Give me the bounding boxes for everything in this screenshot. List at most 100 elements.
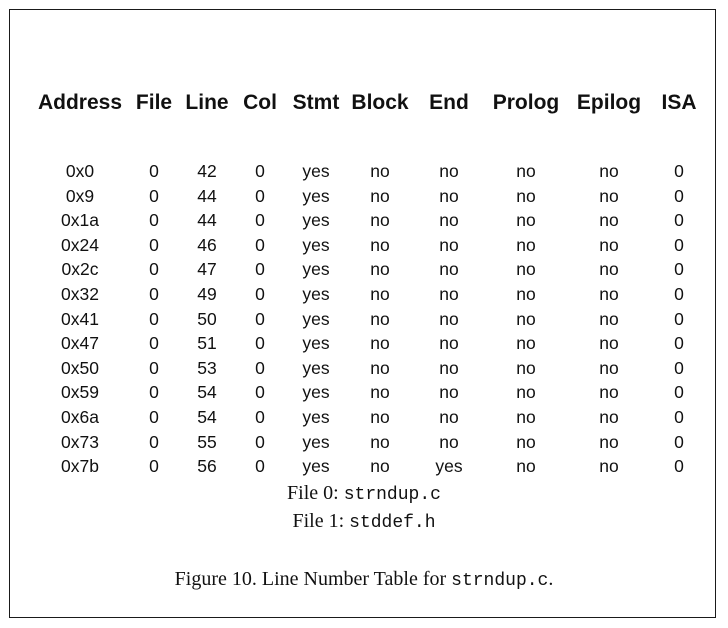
table-row: 0x47 0 51 0 yes no no no no 0 <box>0 331 728 355</box>
table-cell: yes <box>302 259 330 280</box>
table-row: 0x9 0 44 0 yes no no no no 0 <box>0 184 728 208</box>
table-cell: no <box>370 333 390 354</box>
figure-frame <box>9 9 716 618</box>
table-cell: no <box>516 185 536 206</box>
file-1-line: File 1: stddef.h <box>0 510 728 533</box>
table-cell: yes <box>302 234 330 255</box>
table-cell: no <box>439 210 459 231</box>
table-cell: 0x73 <box>61 431 99 452</box>
table-cell: no <box>439 431 459 452</box>
table-cell: no <box>370 259 390 280</box>
table-cell: no <box>599 357 619 378</box>
table-cell: 0x24 <box>61 234 99 255</box>
column-header: Line <box>185 91 229 114</box>
table-cell: yes <box>302 333 330 354</box>
table-cell: no <box>599 210 619 231</box>
table-cell: no <box>370 407 390 427</box>
table-cell: 53 <box>197 357 217 378</box>
table-cell: no <box>370 185 390 206</box>
table-row: 0x24 0 46 0 yes no no no no 0 <box>0 233 728 257</box>
table-cell: 0x47 <box>61 333 99 354</box>
table-cell: 0 <box>255 234 265 255</box>
table-row: 0x59 0 54 0 yes no no no no 0 <box>0 380 728 404</box>
column-header: Stmt <box>292 91 340 114</box>
table-cell: 0 <box>255 161 265 181</box>
table-cell: no <box>516 210 536 231</box>
table-cell: 0 <box>255 259 265 280</box>
table-cell: 0 <box>255 210 265 231</box>
table-cell: no <box>599 185 619 206</box>
table-cell: 0 <box>255 185 265 206</box>
table-cell: 0 <box>149 210 159 231</box>
table-cell: no <box>599 382 619 403</box>
table-cell: 51 <box>197 333 217 354</box>
table-cell: 0 <box>149 284 159 304</box>
table-row: 0x2c 0 47 0 yes no no no no 0 <box>0 257 728 281</box>
table-cell: 0 <box>149 234 159 255</box>
table-cell: 0 <box>674 308 684 329</box>
column-header: File <box>135 91 173 114</box>
table-cell: no <box>439 333 459 354</box>
table-cell: 0x9 <box>65 185 95 206</box>
table-cell: no <box>599 407 619 427</box>
caption-code: strndup.c <box>451 571 549 591</box>
table-row: 0x41 0 50 0 yes no no no no 0 <box>0 307 728 331</box>
table-cell: 0 <box>149 308 159 329</box>
table-cell: 0 <box>255 284 265 304</box>
table-cell: no <box>516 431 536 452</box>
table-row: 0x0 0 42 0 yes no no no no 0 <box>0 159 728 183</box>
table-cell: 54 <box>197 407 217 427</box>
table-cell: 0 <box>674 234 684 255</box>
table-cell: no <box>370 382 390 403</box>
table-cell: 0 <box>674 259 684 280</box>
table-cell: no <box>439 382 459 403</box>
table-cell: 0 <box>674 357 684 378</box>
file-0-line: File 0: strndup.c <box>0 482 728 505</box>
table-cell: 0 <box>149 333 159 354</box>
table-cell: 0x41 <box>61 308 99 329</box>
table-cell: no <box>599 161 619 181</box>
table-cell: 0 <box>255 308 265 329</box>
table-cell: no <box>370 161 390 181</box>
table-cell: no <box>439 407 459 427</box>
table-cell: no <box>516 308 536 329</box>
caption-suffix: . <box>548 568 554 590</box>
table-cell: 54 <box>197 382 217 403</box>
table-cell: 0 <box>674 284 684 304</box>
table-cell: yes <box>302 456 330 477</box>
table-cell: 0 <box>149 382 159 403</box>
column-header: Col <box>243 91 277 114</box>
table-cell: yes <box>302 382 330 403</box>
table-cell: no <box>599 333 619 354</box>
column-header: Address <box>37 91 123 114</box>
column-header: Block <box>351 91 409 114</box>
column-header: ISA <box>661 91 697 114</box>
table-row: 0x1a 0 44 0 yes no no no no 0 <box>0 208 728 232</box>
table-cell: no <box>439 357 459 378</box>
table-cell: 0 <box>674 161 684 181</box>
table-cell: no <box>370 210 390 231</box>
column-header: End <box>429 91 469 114</box>
table-cell: no <box>599 456 619 477</box>
table-cell: no <box>370 234 390 255</box>
caption-prefix: Figure 10. Line Number Table for <box>174 568 447 590</box>
table-cell: no <box>439 161 459 181</box>
table-cell: 0 <box>674 333 684 354</box>
table-cell: no <box>370 308 390 329</box>
table-cell: 47 <box>197 259 217 280</box>
table-cell: yes <box>302 161 330 181</box>
table-cell: 0 <box>149 161 159 181</box>
figure-caption: Figure 10. Line Number Table for strndup… <box>0 568 728 591</box>
table-cell: no <box>516 259 536 280</box>
table-cell: 0 <box>255 407 265 427</box>
table-cell: no <box>516 234 536 255</box>
table-cell: no <box>516 161 536 181</box>
table-cell: no <box>370 456 390 477</box>
table-cell: no <box>599 284 619 304</box>
table-cell: no <box>439 259 459 280</box>
table-cell: 0x32 <box>61 284 99 304</box>
table-cell: 0 <box>255 431 265 452</box>
table-cell: 0x50 <box>61 357 99 378</box>
table-cell: 0 <box>149 407 159 427</box>
file-0-label: File 0: <box>287 482 339 504</box>
